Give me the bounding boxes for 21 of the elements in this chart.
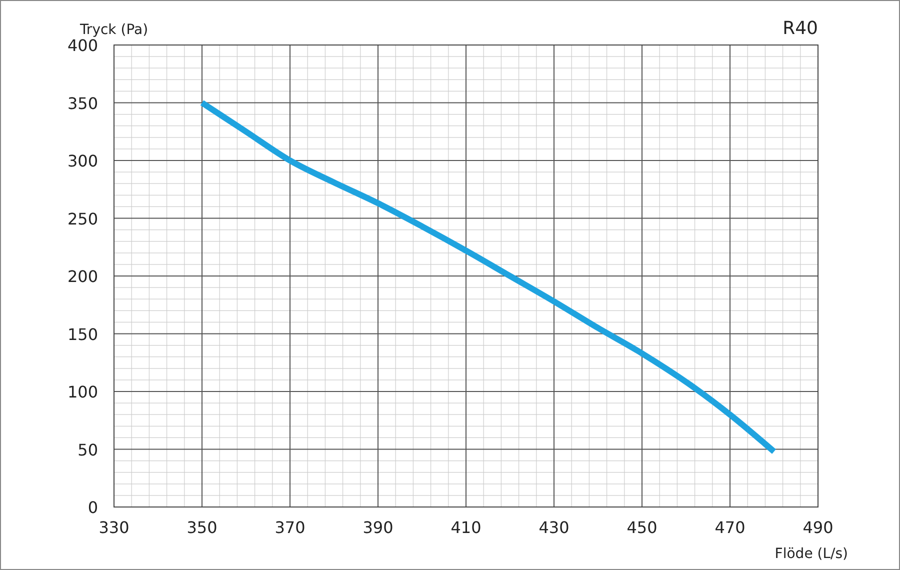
x-axis-title: Flöde (L/s): [774, 546, 848, 562]
x-tick-label: 370: [274, 518, 306, 537]
y-tick-label: 150: [67, 324, 98, 344]
y-tick-label: 300: [67, 152, 98, 170]
x-tick-label: 330: [98, 518, 130, 537]
chart-title: R40: [782, 18, 818, 39]
x-tick-label: 450: [626, 518, 658, 537]
y-tick-label: 350: [67, 94, 98, 113]
x-tick-label: 470: [714, 518, 746, 537]
y-axis-title: Tryck (Pa): [78, 22, 148, 38]
x-tick-label: 490: [802, 518, 834, 537]
x-tick-label: 430: [538, 518, 570, 537]
y-tick-label: 0: [88, 498, 98, 517]
y-tick-label: 100: [67, 382, 98, 402]
y-tick-label: 250: [67, 209, 98, 228]
y-tick-label: 200: [67, 267, 98, 286]
x-tick-label: 390: [362, 518, 394, 537]
y-tick-label: 50: [78, 440, 98, 460]
y-tick-label: 400: [67, 36, 98, 55]
x-tick-label: 410: [450, 518, 482, 537]
x-tick-label: 350: [186, 518, 218, 537]
